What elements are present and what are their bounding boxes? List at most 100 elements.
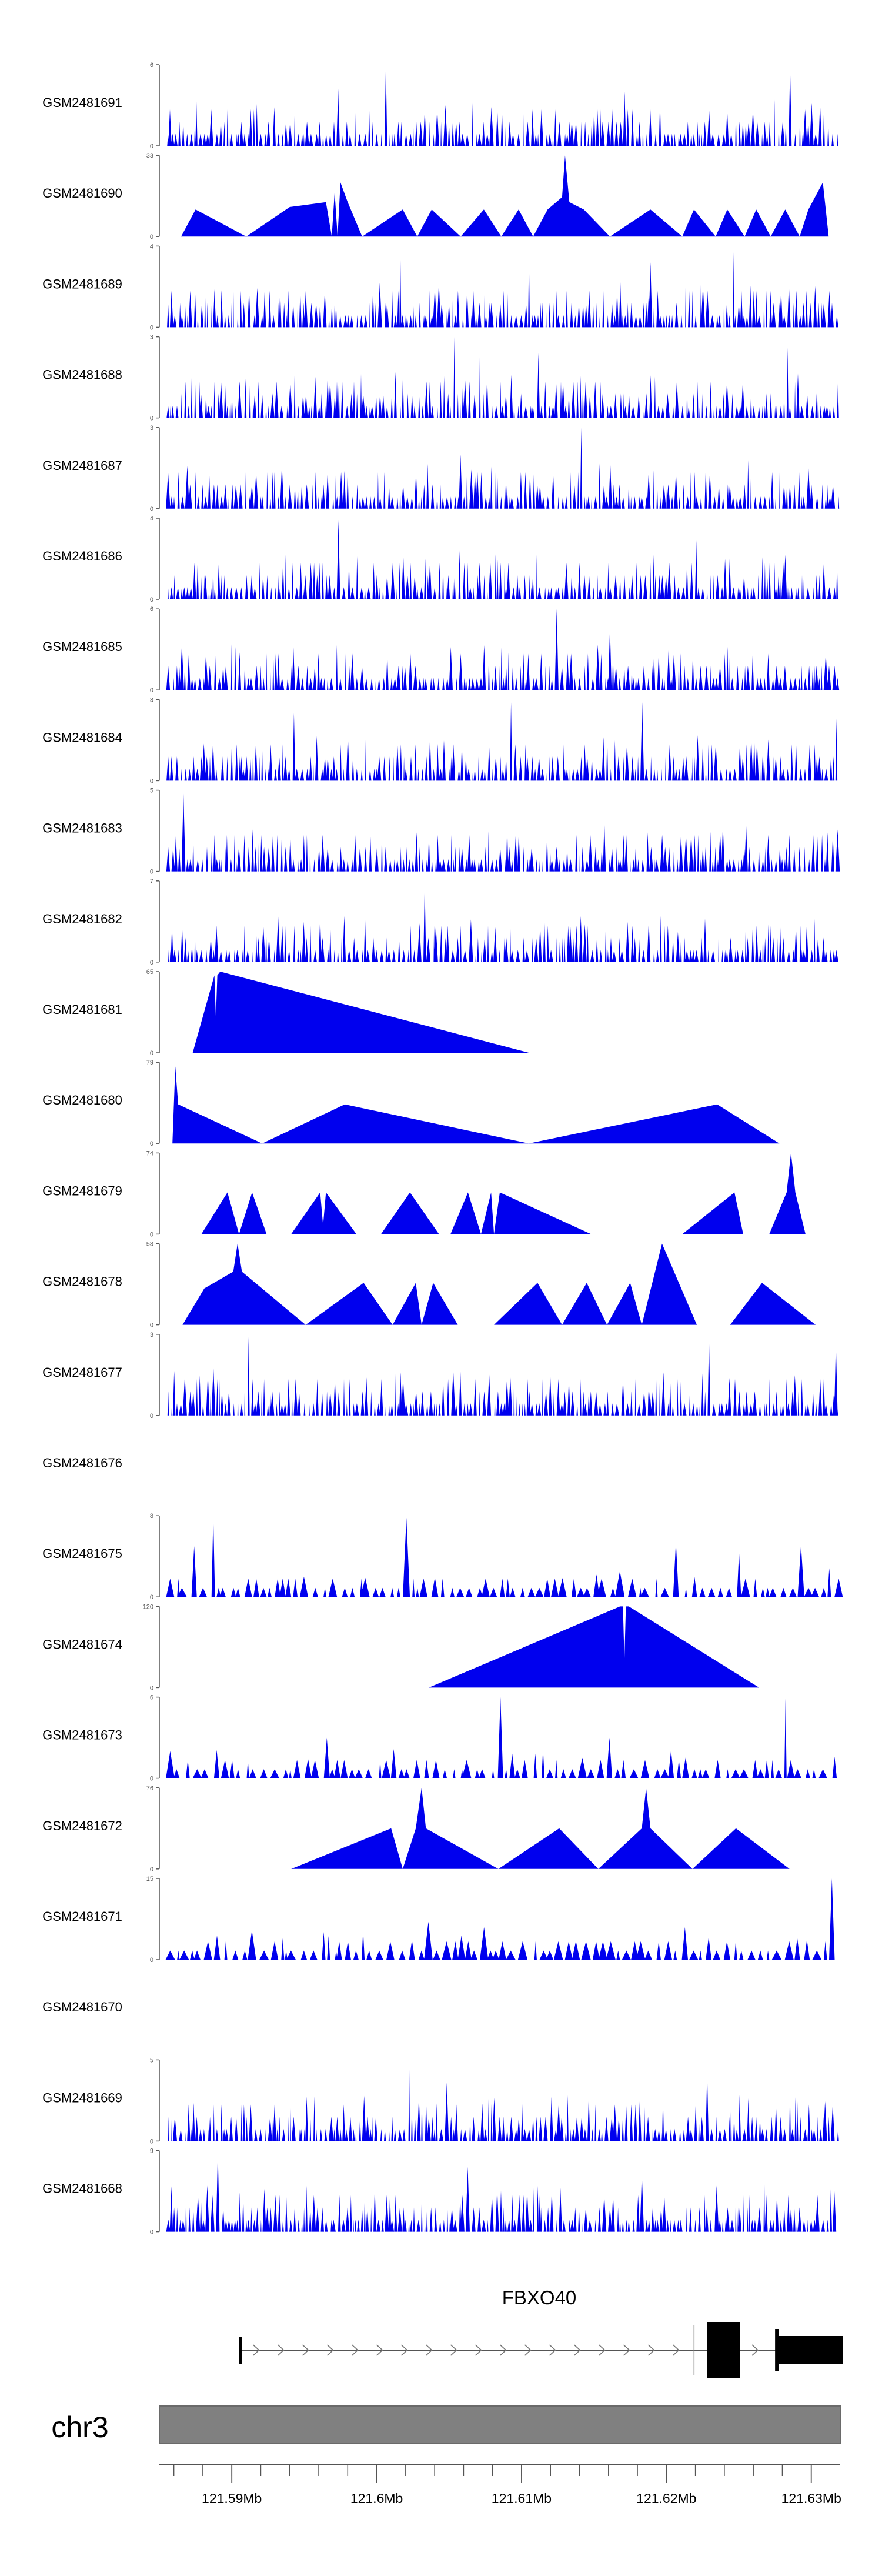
track-GSM2481685: GSM2481685 6 0 (42, 606, 840, 694)
track-GSM2481669: GSM2481669 5 0 (42, 2057, 839, 2145)
track-GSM2481676: GSM2481676 (42, 1456, 122, 1470)
track-ymin-label: 0 (150, 1050, 153, 1057)
axis-tick-label: 121.63Mb (781, 2491, 841, 2506)
coverage-area (166, 65, 839, 146)
strand-arrow-icon (647, 2344, 655, 2356)
track-GSM2481682: GSM2481682 7 0 (42, 878, 839, 966)
track-ymax-label: 3 (150, 1332, 153, 1339)
coverage-area (166, 250, 839, 328)
track-GSM2481672: GSM2481672 76 0 (42, 1785, 790, 1873)
track-ymax-label: 7 (150, 878, 153, 885)
track-label: GSM2481680 (42, 1093, 122, 1107)
track-label: GSM2481689 (42, 276, 122, 291)
track-ymin-label: 0 (150, 1684, 153, 1691)
track-label: GSM2481686 (42, 549, 122, 563)
strand-arrow-icon (376, 2344, 383, 2356)
strand-arrow-icon (326, 2344, 334, 2356)
gene-label: FBXO40 (502, 2287, 577, 2308)
track-GSM2481689: GSM2481689 4 0 (42, 243, 839, 331)
track-ymax-label: 6 (150, 606, 153, 613)
track-ymax-label: 79 (146, 1059, 153, 1066)
strand-arrow-icon (549, 2344, 556, 2356)
gene-exon (239, 2337, 242, 2364)
strand-arrow-icon (351, 2344, 359, 2356)
track-ymax-label: 15 (146, 1876, 153, 1883)
strand-arrow-icon (277, 2344, 285, 2356)
chromosome-label: chr3 (51, 2411, 108, 2444)
track-label: GSM2481677 (42, 1365, 122, 1380)
track-label: GSM2481669 (42, 2090, 122, 2105)
track-ymin-label: 0 (150, 233, 153, 241)
track-ymax-label: 5 (150, 788, 153, 795)
track-ymax-label: 74 (146, 1150, 153, 1157)
track-ymin-label: 0 (150, 959, 153, 966)
coverage-area (166, 1337, 839, 1416)
strand-arrow-icon (302, 2344, 309, 2356)
track-label: GSM2481691 (42, 95, 122, 110)
track-GSM2481691: GSM2481691 6 0 (42, 62, 839, 150)
track-ymax-label: 76 (146, 1785, 153, 1792)
track-label: GSM2481681 (42, 1002, 122, 1017)
track-GSM2481688: GSM2481688 3 0 (42, 334, 839, 422)
strand-arrow-icon (751, 2344, 759, 2356)
track-ymin-label: 0 (150, 778, 153, 785)
strand-arrow-icon (252, 2344, 260, 2356)
coverage-area (166, 427, 840, 509)
track-label: GSM2481668 (42, 2181, 122, 2196)
track-label: GSM2481676 (42, 1456, 122, 1470)
coverage-area (165, 1878, 839, 1960)
track-label: GSM2481690 (42, 186, 122, 201)
coverage-area (166, 1697, 839, 1778)
track-ymax-label: 9 (150, 2148, 153, 2155)
gene-exon (779, 2336, 843, 2364)
track-GSM2481686: GSM2481686 4 0 (42, 515, 839, 603)
axis-tick-label: 121.62Mb (636, 2491, 696, 2506)
strand-arrow-icon (499, 2344, 507, 2356)
genome-axis: 121.59Mb 121.6Mb 121.61Mb 121.62Mb 121.63Mb (159, 2464, 841, 2506)
track-ymin-label: 0 (150, 324, 153, 331)
track-GSM2481690: GSM2481690 33 0 (42, 152, 829, 241)
coverage-area (166, 336, 839, 418)
track-ymin-label: 0 (150, 1413, 153, 1420)
track-GSM2481680: GSM2481680 79 0 (42, 1059, 780, 1147)
track-ymin-label: 0 (150, 143, 153, 150)
track-ymin-label: 0 (150, 1140, 153, 1147)
track-ymin-label: 0 (150, 869, 153, 876)
track-ymax-label: 3 (150, 334, 153, 341)
track-label: GSM2481687 (42, 458, 122, 473)
track-GSM2481679: GSM2481679 74 0 (42, 1150, 806, 1238)
coverage-area (181, 155, 829, 237)
ideogram-track: chr3 (51, 2405, 841, 2444)
track-label: GSM2481671 (42, 1909, 122, 1924)
track-ymin-label: 0 (150, 1594, 153, 1601)
track-ymin-label: 0 (150, 415, 153, 422)
axis-tick-label: 121.59Mb (202, 2491, 262, 2506)
track-label: GSM2481678 (42, 1274, 122, 1289)
strand-arrow-icon (623, 2344, 630, 2356)
strand-arrows (252, 2344, 759, 2356)
gene-exons (239, 2322, 843, 2378)
track-ymax-label: 5 (150, 2057, 153, 2064)
coverage-area (291, 1787, 790, 1869)
track-ymin-label: 0 (150, 1322, 153, 1329)
coverage-area (201, 1153, 806, 1234)
track-ymax-label: 4 (150, 243, 153, 250)
track-ymax-label: 65 (146, 969, 153, 976)
track-GSM2481671: GSM2481671 15 0 (42, 1876, 839, 1964)
strand-arrow-icon (425, 2344, 433, 2356)
track-ymin-label: 0 (150, 1957, 153, 1964)
coverage-tracks: GSM248169160GSM2481690330GSM248168940GSM… (42, 62, 843, 2236)
axis-tick-label: 121.61Mb (492, 2491, 552, 2506)
track-ymin-label: 0 (150, 2229, 153, 2236)
track-ymax-label: 3 (150, 425, 153, 432)
coverage-area (166, 793, 840, 872)
coverage-area (166, 883, 839, 962)
track-ymax-label: 4 (150, 515, 153, 522)
track-label: GSM2481679 (42, 1183, 122, 1198)
chromosome-ideogram (159, 2405, 841, 2444)
track-GSM2481675: GSM2481675 8 0 (42, 1513, 843, 1601)
track-ymax-label: 58 (146, 1241, 153, 1248)
track-ymin-label: 0 (150, 1776, 153, 1783)
gene-track: FBXO40 (239, 2287, 843, 2378)
